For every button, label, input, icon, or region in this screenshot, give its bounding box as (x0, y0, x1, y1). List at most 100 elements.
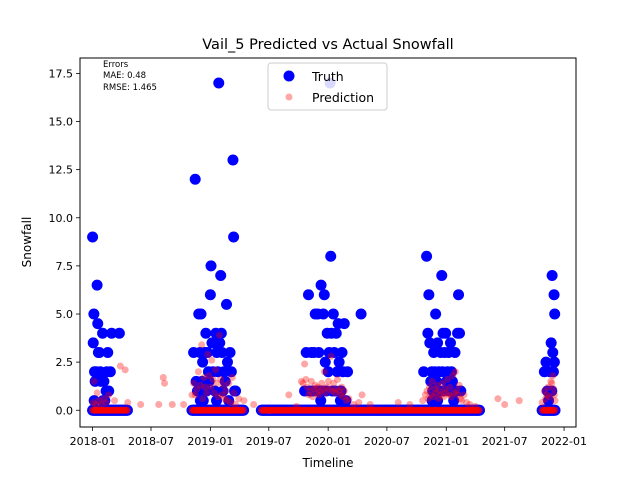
prediction-point (453, 406, 461, 414)
prediction-point (236, 406, 244, 414)
prediction-point (200, 406, 208, 414)
prediction-point (409, 406, 417, 414)
prediction-point (231, 406, 239, 414)
prediction-point (319, 406, 327, 414)
prediction-point (475, 406, 483, 414)
prediction-point (428, 377, 436, 385)
prediction-point (376, 406, 384, 414)
x-tick-label: 2020-07 (364, 435, 410, 448)
prediction-point (272, 406, 280, 414)
prediction-point (321, 406, 329, 414)
truth-point (342, 366, 354, 378)
prediction-point (429, 406, 437, 414)
prediction-point (292, 406, 300, 414)
prediction-point (448, 406, 456, 414)
prediction-point (322, 389, 330, 397)
prediction-point (335, 387, 343, 395)
prediction-point (366, 406, 374, 414)
prediction-point (283, 406, 291, 414)
legend-marker-prediction (285, 93, 293, 101)
prediction-point (430, 406, 438, 414)
prediction-point (419, 406, 427, 414)
truth-point (328, 347, 340, 359)
prediction-point (314, 406, 322, 414)
prediction-point (428, 406, 436, 414)
prediction-point (214, 406, 222, 414)
prediction-point (220, 406, 228, 414)
truth-point (209, 385, 221, 397)
prediction-point (210, 389, 218, 397)
prediction-point (306, 406, 314, 414)
prediction-point (315, 406, 323, 414)
truth-point (546, 270, 558, 282)
prediction-point (121, 406, 129, 414)
prediction-point (238, 406, 246, 414)
prediction-point (320, 368, 328, 376)
truth-point (315, 279, 327, 291)
prediction-point (233, 406, 241, 414)
prediction-point (305, 406, 313, 414)
prediction-point (442, 389, 450, 397)
prediction-point (294, 406, 302, 414)
prediction-point (290, 406, 298, 414)
prediction-point (372, 406, 380, 414)
truth-point (445, 366, 457, 378)
prediction-point (443, 406, 451, 414)
prediction-point (161, 379, 169, 387)
prediction-point (437, 406, 445, 414)
truth-point (318, 289, 330, 301)
prediction-point (405, 406, 413, 414)
prediction-point (366, 400, 374, 408)
truth-point (474, 404, 486, 416)
prediction-point (355, 399, 363, 407)
prediction-point (314, 406, 322, 414)
truth-point (335, 385, 347, 397)
prediction-point (458, 397, 466, 405)
prediction-point (432, 406, 440, 414)
prediction-point (336, 391, 344, 399)
prediction-point (192, 406, 200, 414)
prediction-point (203, 389, 211, 397)
prediction-point (298, 406, 306, 414)
truth-point (423, 289, 435, 301)
truth-point (113, 327, 125, 339)
prediction-point (428, 406, 436, 414)
prediction-point (223, 406, 231, 414)
prediction-point (192, 406, 200, 414)
truth-point (204, 289, 216, 301)
prediction-point (454, 391, 462, 399)
prediction-point (550, 406, 558, 414)
prediction-point (443, 406, 451, 414)
truth-point (98, 375, 110, 387)
prediction-point (540, 406, 548, 414)
prediction-point (550, 385, 558, 393)
prediction-point (198, 341, 206, 349)
prediction-point (515, 397, 523, 405)
prediction-point (196, 406, 204, 414)
prediction-point (269, 406, 277, 414)
prediction-point (338, 406, 346, 414)
prediction-point (435, 406, 443, 414)
prediction-point (89, 406, 97, 414)
prediction-point (363, 406, 371, 414)
prediction-point (454, 406, 462, 414)
prediction-point (448, 406, 456, 414)
prediction-point (438, 406, 446, 414)
y-axis: 0.0 2.5 5.0 7.5 10.0 12.5 15.0 17.5 (49, 67, 80, 417)
prediction-point (204, 350, 212, 358)
prediction-point (550, 391, 558, 399)
prediction-point (440, 406, 448, 414)
prediction-point (218, 406, 226, 414)
prediction-point (463, 399, 471, 407)
prediction-point (449, 406, 457, 414)
prediction-point (104, 406, 112, 414)
prediction-point (203, 406, 211, 414)
truth-point (431, 375, 443, 387)
prediction-point (315, 406, 323, 414)
prediction-point (399, 406, 407, 414)
prediction-point (543, 406, 551, 414)
prediction-point (450, 406, 458, 414)
prediction-point (297, 377, 305, 385)
truth-point (205, 260, 217, 272)
prediction-point (547, 377, 555, 385)
